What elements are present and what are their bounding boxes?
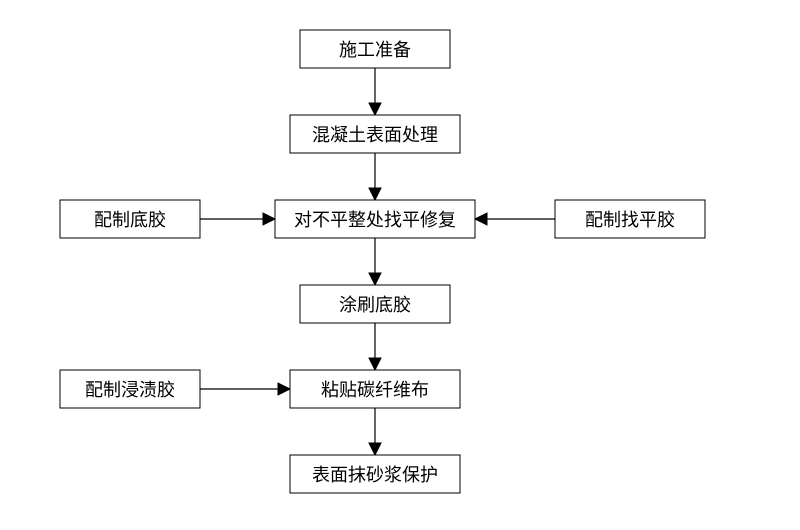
- arrowhead-icon: [369, 103, 381, 115]
- node-label: 对不平整处找平修复: [294, 210, 456, 230]
- arrowhead-icon: [369, 443, 381, 455]
- arrowhead-icon: [369, 358, 381, 370]
- flowchart-canvas: 施工准备混凝土表面处理对不平整处找平修复涂刷底胶粘贴碳纤维布表面抹砂浆保护 配制底…: [0, 0, 800, 530]
- flowchart-node-n1: 施工准备: [300, 30, 450, 68]
- arrowhead-icon: [263, 213, 275, 225]
- flowchart-node-n4: 涂刷底胶: [300, 285, 450, 323]
- node-label: 表面抹砂浆保护: [312, 465, 438, 485]
- node-label: 施工准备: [339, 40, 411, 60]
- nodes-layer: 施工准备混凝土表面处理对不平整处找平修复涂刷底胶粘贴碳纤维布表面抹砂浆保护 配制底…: [60, 30, 705, 493]
- node-label: 涂刷底胶: [339, 295, 411, 315]
- node-label: 混凝土表面处理: [312, 125, 438, 145]
- flowchart-node-n3: 对不平整处找平修复: [275, 200, 475, 238]
- flowchart-node-n5: 粘贴碳纤维布: [290, 370, 460, 408]
- flowchart-node-s3: 配制浸渍胶: [60, 370, 200, 408]
- node-label: 配制找平胶: [585, 210, 675, 230]
- arrowhead-icon: [369, 188, 381, 200]
- arrowhead-icon: [475, 213, 487, 225]
- flowchart-node-n2: 混凝土表面处理: [290, 115, 460, 153]
- flowchart-node-n6: 表面抹砂浆保护: [290, 455, 460, 493]
- flowchart-node-s2: 配制找平胶: [555, 200, 705, 238]
- node-label: 粘贴碳纤维布: [321, 380, 429, 400]
- node-label: 配制底胶: [94, 210, 166, 230]
- arrowhead-icon: [369, 273, 381, 285]
- flowchart-node-s1: 配制底胶: [60, 200, 200, 238]
- arrowhead-icon: [278, 383, 290, 395]
- node-label: 配制浸渍胶: [85, 380, 175, 400]
